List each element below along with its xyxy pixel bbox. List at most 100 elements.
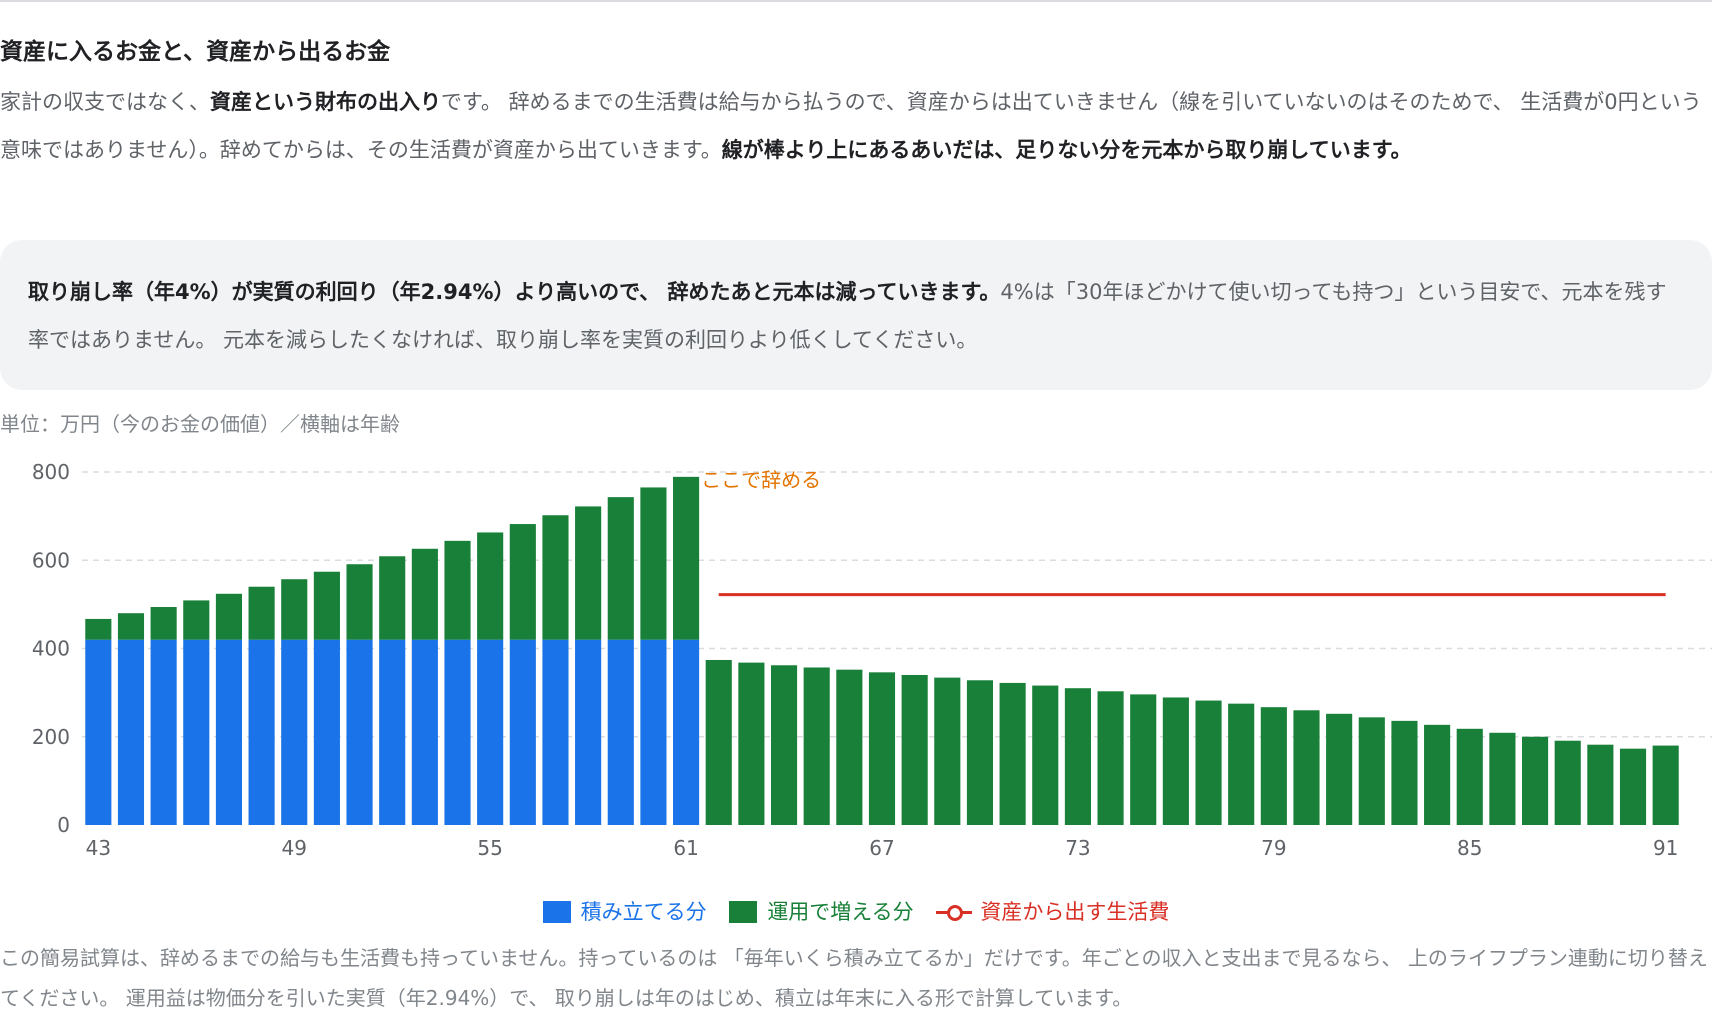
legend-item-contrib[interactable]: 積み立てる分 xyxy=(542,894,707,930)
bar-growth xyxy=(1489,732,1516,825)
x-tick-label: 73 xyxy=(1065,836,1090,860)
bar-contrib xyxy=(444,639,471,825)
bar-contrib xyxy=(248,639,275,825)
bar-contrib xyxy=(313,639,340,825)
bar-growth xyxy=(509,524,536,640)
bar-contrib xyxy=(85,639,112,825)
bar-growth xyxy=(150,607,177,640)
bar-growth xyxy=(1064,688,1091,825)
y-tick-label: 200 xyxy=(32,725,70,749)
bar-contrib xyxy=(183,639,210,825)
legend-label-contrib: 積み立てる分 xyxy=(580,900,707,924)
bar-growth xyxy=(1652,745,1679,825)
bar-growth xyxy=(966,680,994,825)
bar-growth xyxy=(705,659,732,825)
bar-growth xyxy=(1130,694,1157,825)
footer-note: この簡易試算は、辞めるまでの給与も生活費も持っていません。持っているのは 「毎年… xyxy=(0,946,1708,1010)
y-tick-label: 600 xyxy=(32,548,70,572)
legend-item-growth[interactable]: 運用で増える分 xyxy=(729,894,914,930)
bar-growth xyxy=(868,672,896,825)
bar-contrib xyxy=(640,639,667,825)
y-tick-label: 0 xyxy=(57,813,70,837)
bar-contrib xyxy=(542,639,569,825)
bar-growth xyxy=(85,618,112,640)
bar-growth xyxy=(836,669,863,825)
intro-text: 家計の収支ではなく、資産という財布の出入りです。 辞めるまでの生活費は給与から払… xyxy=(0,78,1712,174)
bar-growth xyxy=(1195,700,1222,825)
x-tick-label: 91 xyxy=(1653,836,1678,860)
bar-growth xyxy=(901,674,928,825)
bar-growth xyxy=(1522,736,1549,825)
x-tick-label: 61 xyxy=(673,836,698,860)
bar-contrib xyxy=(575,639,602,825)
unit-label: 単位：万円（今のお金の価値）／横軸は年齢 xyxy=(0,412,400,436)
x-tick-label: 67 xyxy=(869,836,894,860)
note-emphasis: 取り崩し率（年4%）が実質の利回り（年2.94%）より高いので、 辞めたあと元本… xyxy=(28,280,1001,304)
bar-growth xyxy=(215,593,242,640)
bar-growth xyxy=(999,682,1026,825)
bar-growth xyxy=(607,497,634,640)
bar-growth xyxy=(1619,748,1647,825)
bar-growth xyxy=(379,556,406,640)
bar-growth xyxy=(803,667,830,825)
bar-growth xyxy=(477,532,504,640)
bar-growth xyxy=(1326,713,1353,825)
legend-swatch-contrib xyxy=(542,901,571,923)
bar-contrib xyxy=(411,639,438,825)
bar-growth xyxy=(1456,728,1483,825)
bar-growth xyxy=(1424,724,1451,825)
legend-item-spending[interactable]: 資産から出す生活費 xyxy=(936,894,1169,930)
info-note: 取り崩し率（年4%）が実質の利回り（年2.94%）より高いので、 辞めたあと元本… xyxy=(0,240,1712,390)
bar-contrib xyxy=(117,639,145,825)
bar-contrib xyxy=(150,639,177,825)
bar-contrib xyxy=(673,639,700,825)
bar-growth xyxy=(770,665,798,825)
retire-annotation: ここで辞める xyxy=(701,468,821,492)
bar-contrib xyxy=(379,639,406,825)
bar-contrib xyxy=(346,639,373,825)
bar-growth xyxy=(183,600,210,640)
x-tick-label: 85 xyxy=(1457,836,1482,860)
bar-contrib xyxy=(607,639,634,825)
bar-growth xyxy=(1391,720,1418,825)
intro-part-1: 家計の収支ではなく、 xyxy=(0,90,210,114)
bar-growth xyxy=(575,506,602,640)
bar-growth xyxy=(281,579,308,640)
section-title: 資産に入るお金と、資産から出るお金 xyxy=(0,39,391,65)
x-tick-label: 55 xyxy=(477,836,502,860)
legend-label-spending: 資産から出す生活費 xyxy=(980,900,1170,924)
bar-growth xyxy=(1587,744,1614,825)
bar-growth xyxy=(542,515,569,640)
bar-growth xyxy=(346,564,373,640)
intro-emphasis-1: 資産という財布の出入り xyxy=(210,90,441,114)
bar-growth xyxy=(313,571,340,640)
bar-growth xyxy=(738,662,765,825)
bar-growth xyxy=(1162,697,1189,825)
bar-contrib xyxy=(477,639,504,825)
intro-emphasis-2: 線が棒より上にあるあいだは、足りない分を元本から取り崩しています。 xyxy=(721,138,1412,162)
legend-line-marker-icon xyxy=(936,901,973,923)
bar-growth xyxy=(1032,685,1059,825)
x-tick-label: 79 xyxy=(1261,836,1286,860)
x-tick-label: 49 xyxy=(282,836,307,860)
legend-swatch-growth xyxy=(729,901,758,923)
bar-growth xyxy=(1358,717,1385,825)
bar-growth xyxy=(411,548,438,640)
intro-part-2: です。 辞めるまでの生活費は給与から払うので、資産からは出ていきません（線を引い… xyxy=(0,90,1702,162)
bar-contrib xyxy=(281,639,308,825)
y-tick-label: 800 xyxy=(32,460,70,484)
bar-growth xyxy=(1228,703,1255,825)
bar-contrib xyxy=(215,639,242,825)
y-tick-label: 400 xyxy=(32,637,70,661)
bar-growth xyxy=(1293,710,1320,825)
note-text: 4%は「30年ほどかけて使い切っても持つ」という目安で、元本を残す率ではありませ… xyxy=(28,280,1667,352)
bar-growth xyxy=(117,613,145,640)
bar-growth xyxy=(934,677,961,825)
chart-legend: 積み立てる分 運用で増える分 資産から出す生活費 xyxy=(0,894,1712,934)
asset-bar-chart: 0 200 400 600 800 43 49 55 61 67 73 79 85 91 ここで辞める xyxy=(32,460,1712,860)
bar-growth xyxy=(1097,691,1124,825)
bar-growth xyxy=(1260,707,1287,825)
x-tick-label: 43 xyxy=(86,836,111,860)
legend-label-growth: 運用で増える分 xyxy=(767,900,914,924)
bar-growth xyxy=(444,540,471,640)
